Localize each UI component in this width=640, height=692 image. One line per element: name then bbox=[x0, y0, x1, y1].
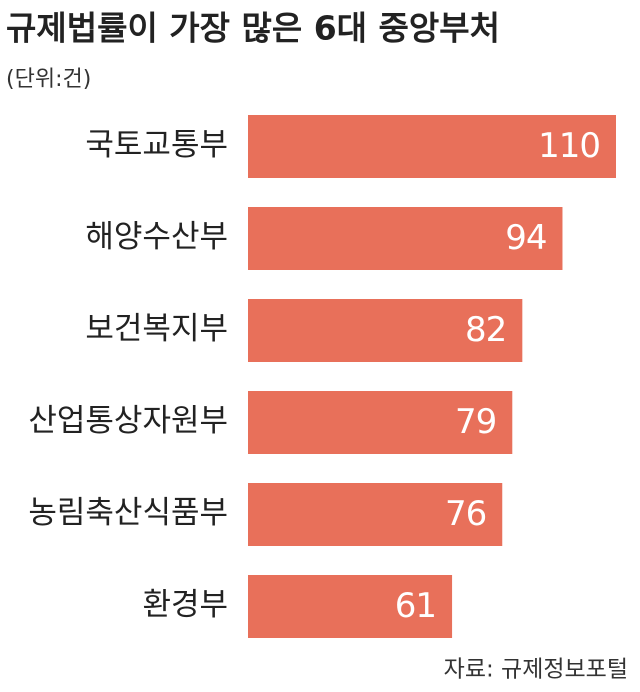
category-label: 국토교통부 bbox=[85, 127, 228, 163]
value-label: 82 bbox=[465, 310, 506, 350]
bar bbox=[248, 483, 503, 546]
bar bbox=[248, 207, 563, 270]
bar bbox=[248, 115, 616, 178]
source: 자료: 규제정보포털 bbox=[444, 657, 628, 683]
value-label: 94 bbox=[505, 218, 546, 258]
chart-title: 규제법률이 가장 많은 6대 중앙부처 bbox=[6, 9, 500, 48]
category-label: 농림축산식품부 bbox=[28, 495, 228, 531]
category-label: 보건복지부 bbox=[85, 311, 228, 347]
category-label: 해양수산부 bbox=[85, 219, 228, 255]
bar bbox=[248, 299, 523, 362]
value-label: 61 bbox=[395, 586, 436, 626]
category-label: 환경부 bbox=[142, 587, 228, 623]
chart-subtitle: (단위:건) bbox=[6, 67, 91, 92]
value-label: 110 bbox=[538, 126, 600, 166]
value-label: 79 bbox=[455, 402, 496, 442]
value-label: 76 bbox=[445, 494, 486, 534]
bar bbox=[248, 575, 453, 638]
bar bbox=[248, 391, 513, 454]
category-label: 산업통상자원부 bbox=[28, 403, 228, 439]
